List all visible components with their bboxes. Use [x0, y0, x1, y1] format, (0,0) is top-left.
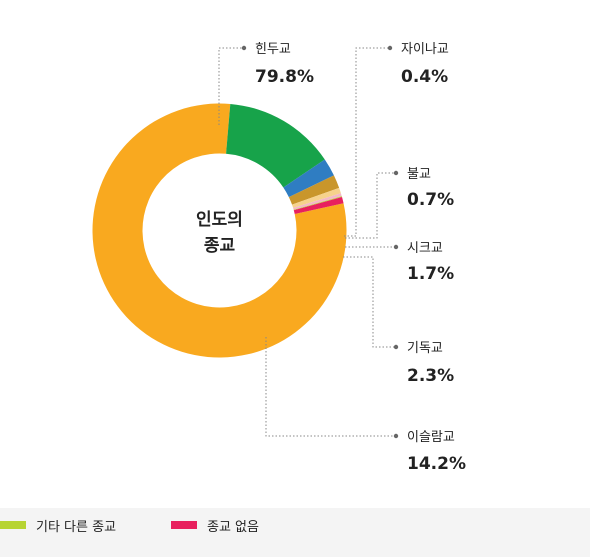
slice-value-0: 79.8% [255, 67, 314, 87]
legend-item-none: 종교 없음 [171, 517, 259, 535]
leader-line-5 [344, 47, 390, 237]
slice-7 [293, 197, 344, 214]
slice-1 [226, 103, 325, 188]
leader-dot-0 [241, 45, 247, 51]
slice-labels: 힌두교 79.8% 자이나교 0.4% 불교 0.7% 시크교 1.7% 기독교 2.3% 이슬람교… [255, 42, 466, 474]
legend-label-other: 기타 다른 종교 [36, 519, 117, 535]
slice-value-4: 0.7% [407, 190, 454, 210]
leader-line-1 [265, 337, 396, 437]
legend-swatch-other [0, 521, 26, 529]
slice-value-5: 0.4% [401, 67, 448, 87]
leader-line-2 [343, 256, 396, 348]
leader-dot-5 [387, 45, 393, 51]
slice-6 [293, 196, 343, 211]
slice-label-2: 기독교 [407, 341, 443, 356]
legend [0, 508, 590, 557]
legend-item-other: 기타 다른 종교 [0, 517, 117, 535]
slice-value-1: 14.2% [407, 454, 466, 474]
leader-dot-1 [393, 433, 399, 439]
slice-label-0: 힌두교 [255, 42, 291, 57]
leader-dot-2 [393, 344, 399, 350]
religion-donut-chart: 인도의 종교 힌두교 79.8% 자이나교 0.4% 불교 0.7% 시크교 1.7% 기독교 2… [92, 42, 466, 474]
leader-line-4 [345, 172, 396, 239]
leader-dot-4 [393, 170, 399, 176]
donut-slices [92, 103, 347, 358]
slice-3 [288, 175, 340, 205]
slice-0 [92, 103, 347, 358]
slice-5 [293, 193, 342, 210]
slice-label-5: 자이나교 [401, 42, 449, 57]
leader-dot-3 [393, 244, 399, 250]
legend-label-none: 종교 없음 [207, 519, 259, 535]
slice-4 [292, 187, 341, 208]
slice-value-2: 2.3% [407, 366, 454, 386]
slice-label-4: 불교 [407, 167, 431, 182]
leader-line-0 [218, 47, 244, 125]
legend-swatch-none [171, 521, 197, 529]
leader-lines [218, 45, 399, 439]
center-label-line2: 종교 [204, 236, 236, 256]
slice-label-1: 이슬람교 [407, 430, 455, 445]
center-label-line1: 인도의 [196, 210, 243, 230]
slice-2 [283, 159, 334, 198]
slice-value-3: 1.7% [407, 264, 454, 284]
slice-label-3: 시크교 [407, 241, 443, 256]
